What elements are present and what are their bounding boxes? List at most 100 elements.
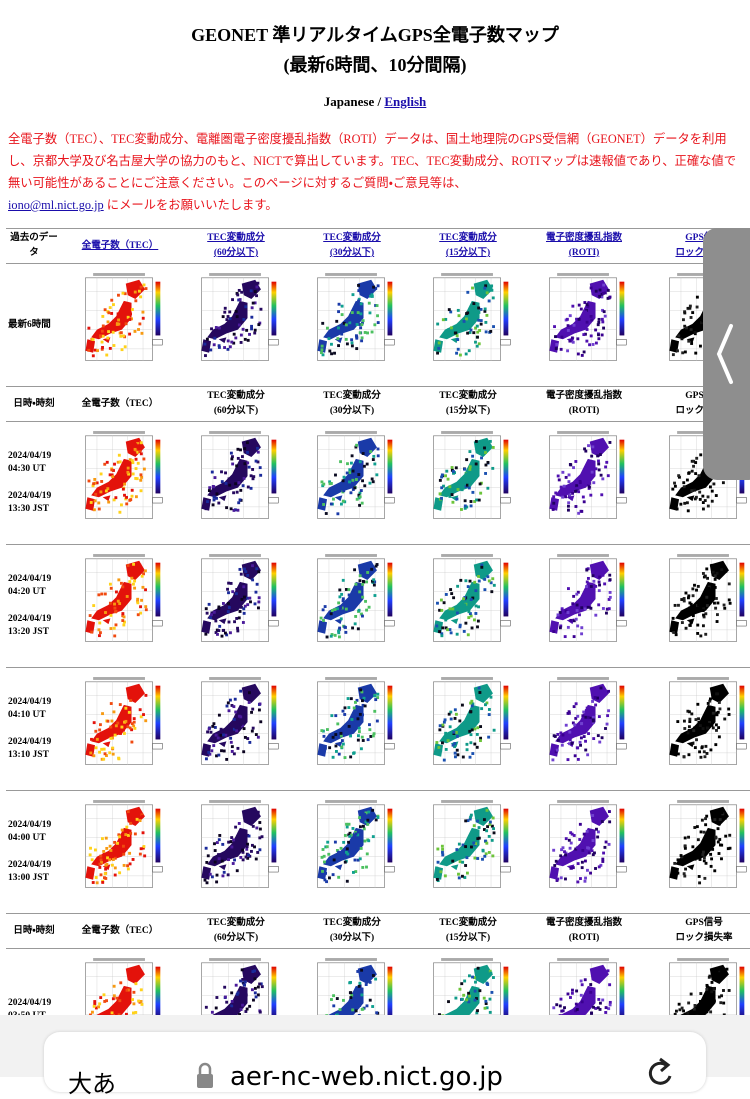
image-row: 最新6時間 [6, 264, 750, 387]
email-link[interactable]: iono@ml.nict.go.jp [8, 198, 104, 212]
map-thumbnail[interactable] [188, 266, 284, 378]
map-thumbnail[interactable] [304, 424, 400, 536]
column-link[interactable]: 電子密度擾乱指数(ROTI) [526, 231, 642, 261]
map-cell [294, 791, 410, 914]
header-row: 日時・時刻全電子数（TEC）TEC変動成分(60分以下)TEC変動成分(30分以… [6, 914, 750, 949]
map-thumbnail[interactable] [304, 951, 400, 1015]
column-header: TEC変動成分(60分以下) [178, 914, 294, 949]
column-title: TEC変動成分 [410, 231, 526, 246]
map-cell [62, 264, 178, 387]
map-thumbnail[interactable] [72, 951, 168, 1015]
map-thumbnail[interactable] [420, 951, 516, 1015]
map-thumbnail[interactable] [420, 793, 516, 905]
map-cell [178, 791, 294, 914]
column-header: 電子密度擾乱指数(ROTI) [526, 387, 642, 422]
column-subtitle: (30分以下) [294, 404, 410, 419]
map-thumbnail[interactable] [536, 951, 632, 1015]
map-thumbnail[interactable] [72, 424, 168, 536]
map-thumbnail[interactable] [536, 793, 632, 905]
column-title: TEC変動成分 [178, 389, 294, 404]
map-cell [526, 668, 642, 791]
intro-text: 全電子数（TEC）、TEC変動成分、電離圏電子密度擾乱指数（ROTI）データは、… [8, 132, 736, 190]
map-thumbnail[interactable] [72, 670, 168, 782]
map-cell [526, 264, 642, 387]
map-thumbnail[interactable] [304, 793, 400, 905]
column-title: TEC変動成分 [178, 916, 294, 931]
column-header: 全電子数（TEC） [62, 914, 178, 949]
lang-link[interactable]: English [384, 94, 426, 109]
map-thumbnail[interactable] [420, 547, 516, 659]
map-cell [178, 949, 294, 1016]
column-header: GPS信号ロック損失率 [642, 914, 750, 949]
column-header: TEC変動成分(15分以下) [410, 914, 526, 949]
chevron-icon [703, 228, 743, 480]
column-subtitle: (15分以下) [410, 246, 526, 261]
map-cell [178, 545, 294, 668]
map-thumbnail[interactable] [304, 547, 400, 659]
address-bar[interactable]: 大あ aer-nc-web.nict.go.jp [44, 1032, 706, 1092]
column-title: 電子密度擾乱指数 [526, 231, 642, 246]
map-thumbnail[interactable] [188, 793, 284, 905]
map-thumbnail[interactable] [656, 670, 750, 782]
column-header: 全電子数（TEC） [62, 387, 178, 422]
map-thumbnail[interactable] [188, 547, 284, 659]
map-thumbnail[interactable] [536, 266, 632, 378]
column-title: 全電子数（TEC） [62, 239, 178, 254]
map-thumbnail[interactable] [188, 951, 284, 1015]
header-row: 日時・時刻全電子数（TEC）TEC変動成分(60分以下)TEC変動成分(30分以… [6, 387, 750, 422]
column-subtitle: (30分以下) [294, 931, 410, 946]
map-cell [642, 545, 750, 668]
row-header: 日時・時刻 [6, 387, 62, 422]
map-cell [294, 545, 410, 668]
map-thumbnail[interactable] [72, 547, 168, 659]
map-thumbnail[interactable] [304, 670, 400, 782]
map-thumbnail[interactable] [656, 951, 750, 1015]
reload-icon[interactable] [644, 1056, 678, 1092]
map-thumbnail[interactable] [188, 424, 284, 536]
column-title: 全電子数（TEC） [62, 924, 178, 939]
map-thumbnail[interactable] [536, 424, 632, 536]
column-subtitle: (ROTI) [526, 404, 642, 419]
map-thumbnail[interactable] [188, 670, 284, 782]
map-thumbnail[interactable] [656, 793, 750, 905]
map-thumbnail[interactable] [536, 670, 632, 782]
lock-icon [194, 1062, 216, 1090]
map-cell [410, 791, 526, 914]
map-cell [410, 545, 526, 668]
column-subtitle: (60分以下) [178, 931, 294, 946]
time-label: 2024/04/19 13:30 JST [8, 490, 62, 516]
map-cell [642, 791, 750, 914]
column-header: 電子密度擾乱指数(ROTI) [526, 914, 642, 949]
column-link[interactable]: TEC変動成分(60分以下) [178, 231, 294, 261]
font-button[interactable]: 大あ [68, 1064, 116, 1099]
side-handle[interactable] [703, 228, 750, 480]
column-header: 全電子数（TEC） [62, 229, 178, 264]
row-label: 最新6時間 [6, 264, 62, 387]
column-header: TEC変動成分(60分以下) [178, 387, 294, 422]
column-title: TEC変動成分 [410, 389, 526, 404]
map-thumbnail[interactable] [72, 793, 168, 905]
time-label: 最新6時間 [8, 319, 62, 332]
page: GEONET 準リアルタイムGPS全電子数マップ(最新6時間、10分間隔) Ja… [0, 0, 750, 1077]
map-thumbnail[interactable] [420, 424, 516, 536]
map-thumbnail[interactable] [420, 266, 516, 378]
web-page: GEONET 準リアルタイムGPS全電子数マップ(最新6時間、10分間隔) Ja… [0, 0, 750, 1015]
map-cell [410, 668, 526, 791]
column-link[interactable]: 全電子数（TEC） [62, 239, 178, 254]
image-row: 2024/04/19 03:50 UT [6, 949, 750, 1016]
map-thumbnail[interactable] [536, 547, 632, 659]
row-header: 過去のデータ [6, 229, 62, 264]
map-cell [62, 422, 178, 545]
browser-bar: 大あ aer-nc-web.nict.go.jp [0, 1015, 750, 1077]
column-link[interactable]: TEC変動成分(30分以下) [294, 231, 410, 261]
map-thumbnail[interactable] [656, 547, 750, 659]
map-thumbnail[interactable] [304, 266, 400, 378]
map-thumbnail[interactable] [72, 266, 168, 378]
map-thumbnail[interactable] [420, 670, 516, 782]
column-link[interactable]: TEC変動成分(15分以下) [410, 231, 526, 261]
column-header: TEC変動成分(30分以下) [294, 914, 410, 949]
